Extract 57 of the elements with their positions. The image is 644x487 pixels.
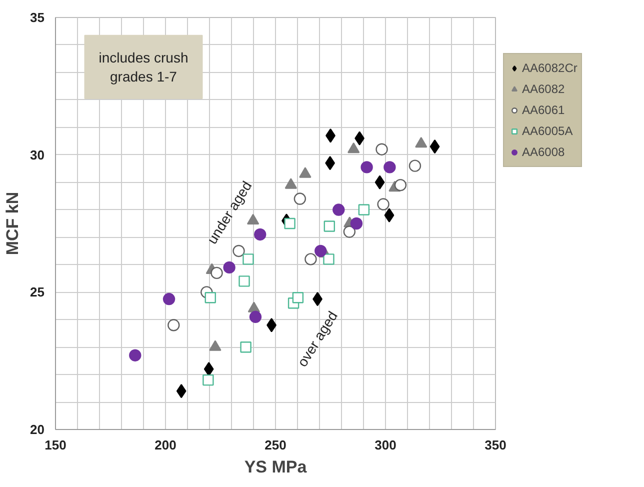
point	[162, 292, 176, 306]
point	[238, 276, 250, 287]
point	[394, 178, 407, 192]
x-tick-label: 300	[374, 438, 396, 452]
point	[323, 254, 334, 265]
legend-label: AA6082	[522, 82, 565, 96]
point	[350, 217, 363, 230]
legend-label: AA6061	[522, 103, 565, 117]
y-tick-label: 25	[30, 284, 45, 300]
y-axis-title: MCF kN	[3, 192, 22, 256]
point	[343, 226, 356, 238]
point	[358, 204, 370, 216]
point	[384, 208, 394, 222]
annotation: includes crush grades 1-7	[98, 49, 188, 85]
x-tick-label: 150	[44, 438, 66, 452]
point	[348, 142, 360, 154]
point	[360, 161, 373, 174]
point	[332, 204, 345, 216]
point	[176, 384, 186, 398]
point	[292, 292, 304, 304]
x-tick-label: 250	[264, 438, 286, 452]
point	[246, 214, 260, 225]
x-tick-label: 350	[484, 438, 506, 452]
x-tick-label: 200	[154, 438, 176, 452]
point	[204, 292, 216, 304]
point	[249, 310, 262, 323]
point	[408, 160, 422, 172]
point	[254, 228, 266, 241]
y-tick-label: 30	[30, 147, 45, 162]
point	[314, 244, 327, 258]
point	[376, 143, 388, 156]
x-axis-title: YS MPa	[244, 458, 308, 476]
point	[294, 192, 306, 205]
point	[284, 178, 297, 189]
y-tick-label: 20	[30, 422, 45, 437]
point	[415, 136, 428, 148]
point	[168, 319, 180, 332]
point	[232, 244, 245, 258]
point	[304, 253, 317, 266]
y-tick-label: 35	[30, 10, 45, 25]
point	[284, 218, 296, 230]
legend-label: AA6005A	[522, 124, 573, 138]
point	[240, 342, 252, 353]
point	[384, 161, 396, 174]
legend-label: AA6082Cr	[522, 61, 578, 75]
point	[129, 349, 142, 362]
point	[377, 198, 390, 210]
point	[204, 362, 214, 376]
legend-label: AA6008	[522, 145, 565, 159]
point	[242, 254, 254, 265]
point	[223, 261, 236, 274]
point	[324, 220, 335, 232]
point	[299, 167, 312, 178]
point	[430, 139, 440, 154]
point	[202, 374, 214, 386]
point	[210, 266, 223, 280]
point	[374, 175, 385, 190]
